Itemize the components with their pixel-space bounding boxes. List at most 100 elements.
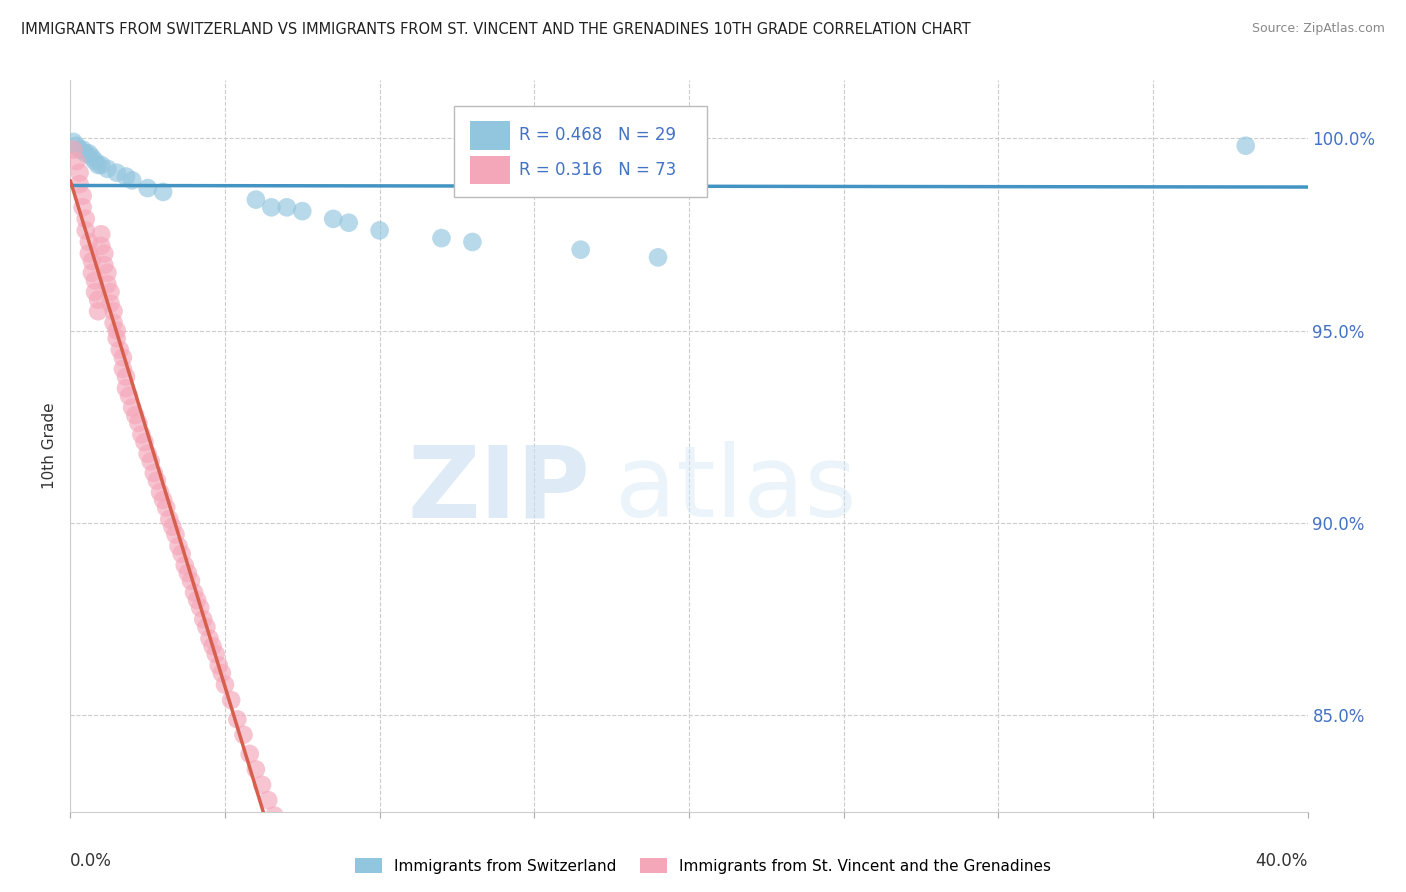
Point bbox=[105, 166, 128, 180]
Point bbox=[208, 658, 231, 673]
Point bbox=[90, 239, 112, 253]
Point bbox=[96, 277, 118, 292]
Point bbox=[121, 173, 143, 187]
Point bbox=[72, 188, 94, 202]
Point bbox=[291, 204, 314, 219]
Point bbox=[152, 185, 174, 199]
Point bbox=[65, 154, 87, 169]
Point bbox=[93, 246, 115, 260]
Point bbox=[263, 808, 285, 822]
Point bbox=[250, 778, 273, 792]
Point bbox=[96, 161, 118, 176]
Point bbox=[219, 693, 242, 707]
Point bbox=[131, 427, 153, 442]
Text: IMMIGRANTS FROM SWITZERLAND VS IMMIGRANTS FROM ST. VINCENT AND THE GRENADINES 10: IMMIGRANTS FROM SWITZERLAND VS IMMIGRANT… bbox=[21, 22, 970, 37]
Point bbox=[226, 712, 249, 726]
Point bbox=[647, 251, 669, 265]
Point bbox=[118, 389, 141, 403]
Text: R = 0.316   N = 73: R = 0.316 N = 73 bbox=[519, 161, 676, 178]
Point bbox=[93, 258, 115, 272]
Point bbox=[108, 343, 131, 357]
Point bbox=[167, 539, 190, 553]
Point bbox=[165, 527, 187, 541]
Point bbox=[127, 416, 149, 430]
Point bbox=[136, 181, 159, 195]
Point bbox=[183, 585, 205, 599]
Point bbox=[72, 200, 94, 214]
Point bbox=[62, 135, 84, 149]
Point bbox=[232, 728, 254, 742]
Point bbox=[186, 593, 208, 607]
Point bbox=[115, 169, 138, 184]
Point bbox=[80, 150, 103, 164]
Point bbox=[162, 520, 184, 534]
Point bbox=[188, 600, 211, 615]
Point bbox=[115, 381, 138, 395]
Point bbox=[322, 211, 344, 226]
Point bbox=[193, 612, 215, 626]
Point bbox=[136, 447, 159, 461]
Point bbox=[170, 547, 193, 561]
Point bbox=[80, 266, 103, 280]
Point bbox=[201, 639, 224, 653]
Point bbox=[430, 231, 453, 245]
Point bbox=[121, 401, 143, 415]
Point bbox=[146, 474, 169, 488]
Point bbox=[368, 223, 391, 237]
Point bbox=[65, 138, 87, 153]
Point bbox=[87, 158, 110, 172]
Point bbox=[142, 466, 165, 480]
Point bbox=[257, 793, 280, 807]
Point bbox=[1234, 138, 1257, 153]
Point bbox=[115, 369, 138, 384]
Point bbox=[75, 223, 97, 237]
Point bbox=[260, 200, 283, 214]
Text: Source: ZipAtlas.com: Source: ZipAtlas.com bbox=[1251, 22, 1385, 36]
Point bbox=[177, 566, 200, 580]
Point bbox=[245, 193, 267, 207]
Point bbox=[75, 146, 97, 161]
Point bbox=[155, 500, 177, 515]
Text: atlas: atlas bbox=[614, 442, 856, 539]
Text: R = 0.468   N = 29: R = 0.468 N = 29 bbox=[519, 126, 676, 145]
Point bbox=[100, 296, 122, 310]
Point bbox=[96, 266, 118, 280]
FancyBboxPatch shape bbox=[470, 121, 509, 150]
Point bbox=[111, 362, 134, 376]
Point bbox=[87, 304, 110, 318]
Point bbox=[90, 227, 112, 242]
FancyBboxPatch shape bbox=[454, 106, 707, 197]
Point bbox=[69, 178, 91, 192]
Point bbox=[87, 293, 110, 307]
Point bbox=[337, 216, 360, 230]
Point bbox=[69, 166, 91, 180]
Point bbox=[149, 485, 172, 500]
Point bbox=[75, 211, 97, 226]
Point bbox=[105, 324, 128, 338]
Text: ZIP: ZIP bbox=[408, 442, 591, 539]
Point bbox=[103, 304, 125, 318]
Y-axis label: 10th Grade: 10th Grade bbox=[42, 402, 58, 490]
Point bbox=[204, 647, 226, 661]
Point bbox=[103, 316, 125, 330]
Point bbox=[84, 154, 107, 169]
Point bbox=[139, 454, 162, 468]
Point bbox=[157, 512, 180, 526]
Point bbox=[152, 492, 174, 507]
FancyBboxPatch shape bbox=[470, 155, 509, 184]
Point bbox=[72, 143, 94, 157]
Point bbox=[77, 146, 100, 161]
Text: 0.0%: 0.0% bbox=[70, 852, 112, 870]
Point bbox=[245, 763, 267, 777]
Point bbox=[105, 331, 128, 345]
Point bbox=[195, 620, 218, 634]
Point bbox=[198, 632, 221, 646]
Point bbox=[84, 285, 107, 299]
Point bbox=[239, 747, 262, 761]
Point bbox=[62, 143, 84, 157]
Point bbox=[276, 200, 298, 214]
Point bbox=[80, 254, 103, 268]
Text: 40.0%: 40.0% bbox=[1256, 852, 1308, 870]
Point bbox=[134, 435, 156, 450]
Legend: Immigrants from Switzerland, Immigrants from St. Vincent and the Grenadines: Immigrants from Switzerland, Immigrants … bbox=[349, 852, 1057, 880]
